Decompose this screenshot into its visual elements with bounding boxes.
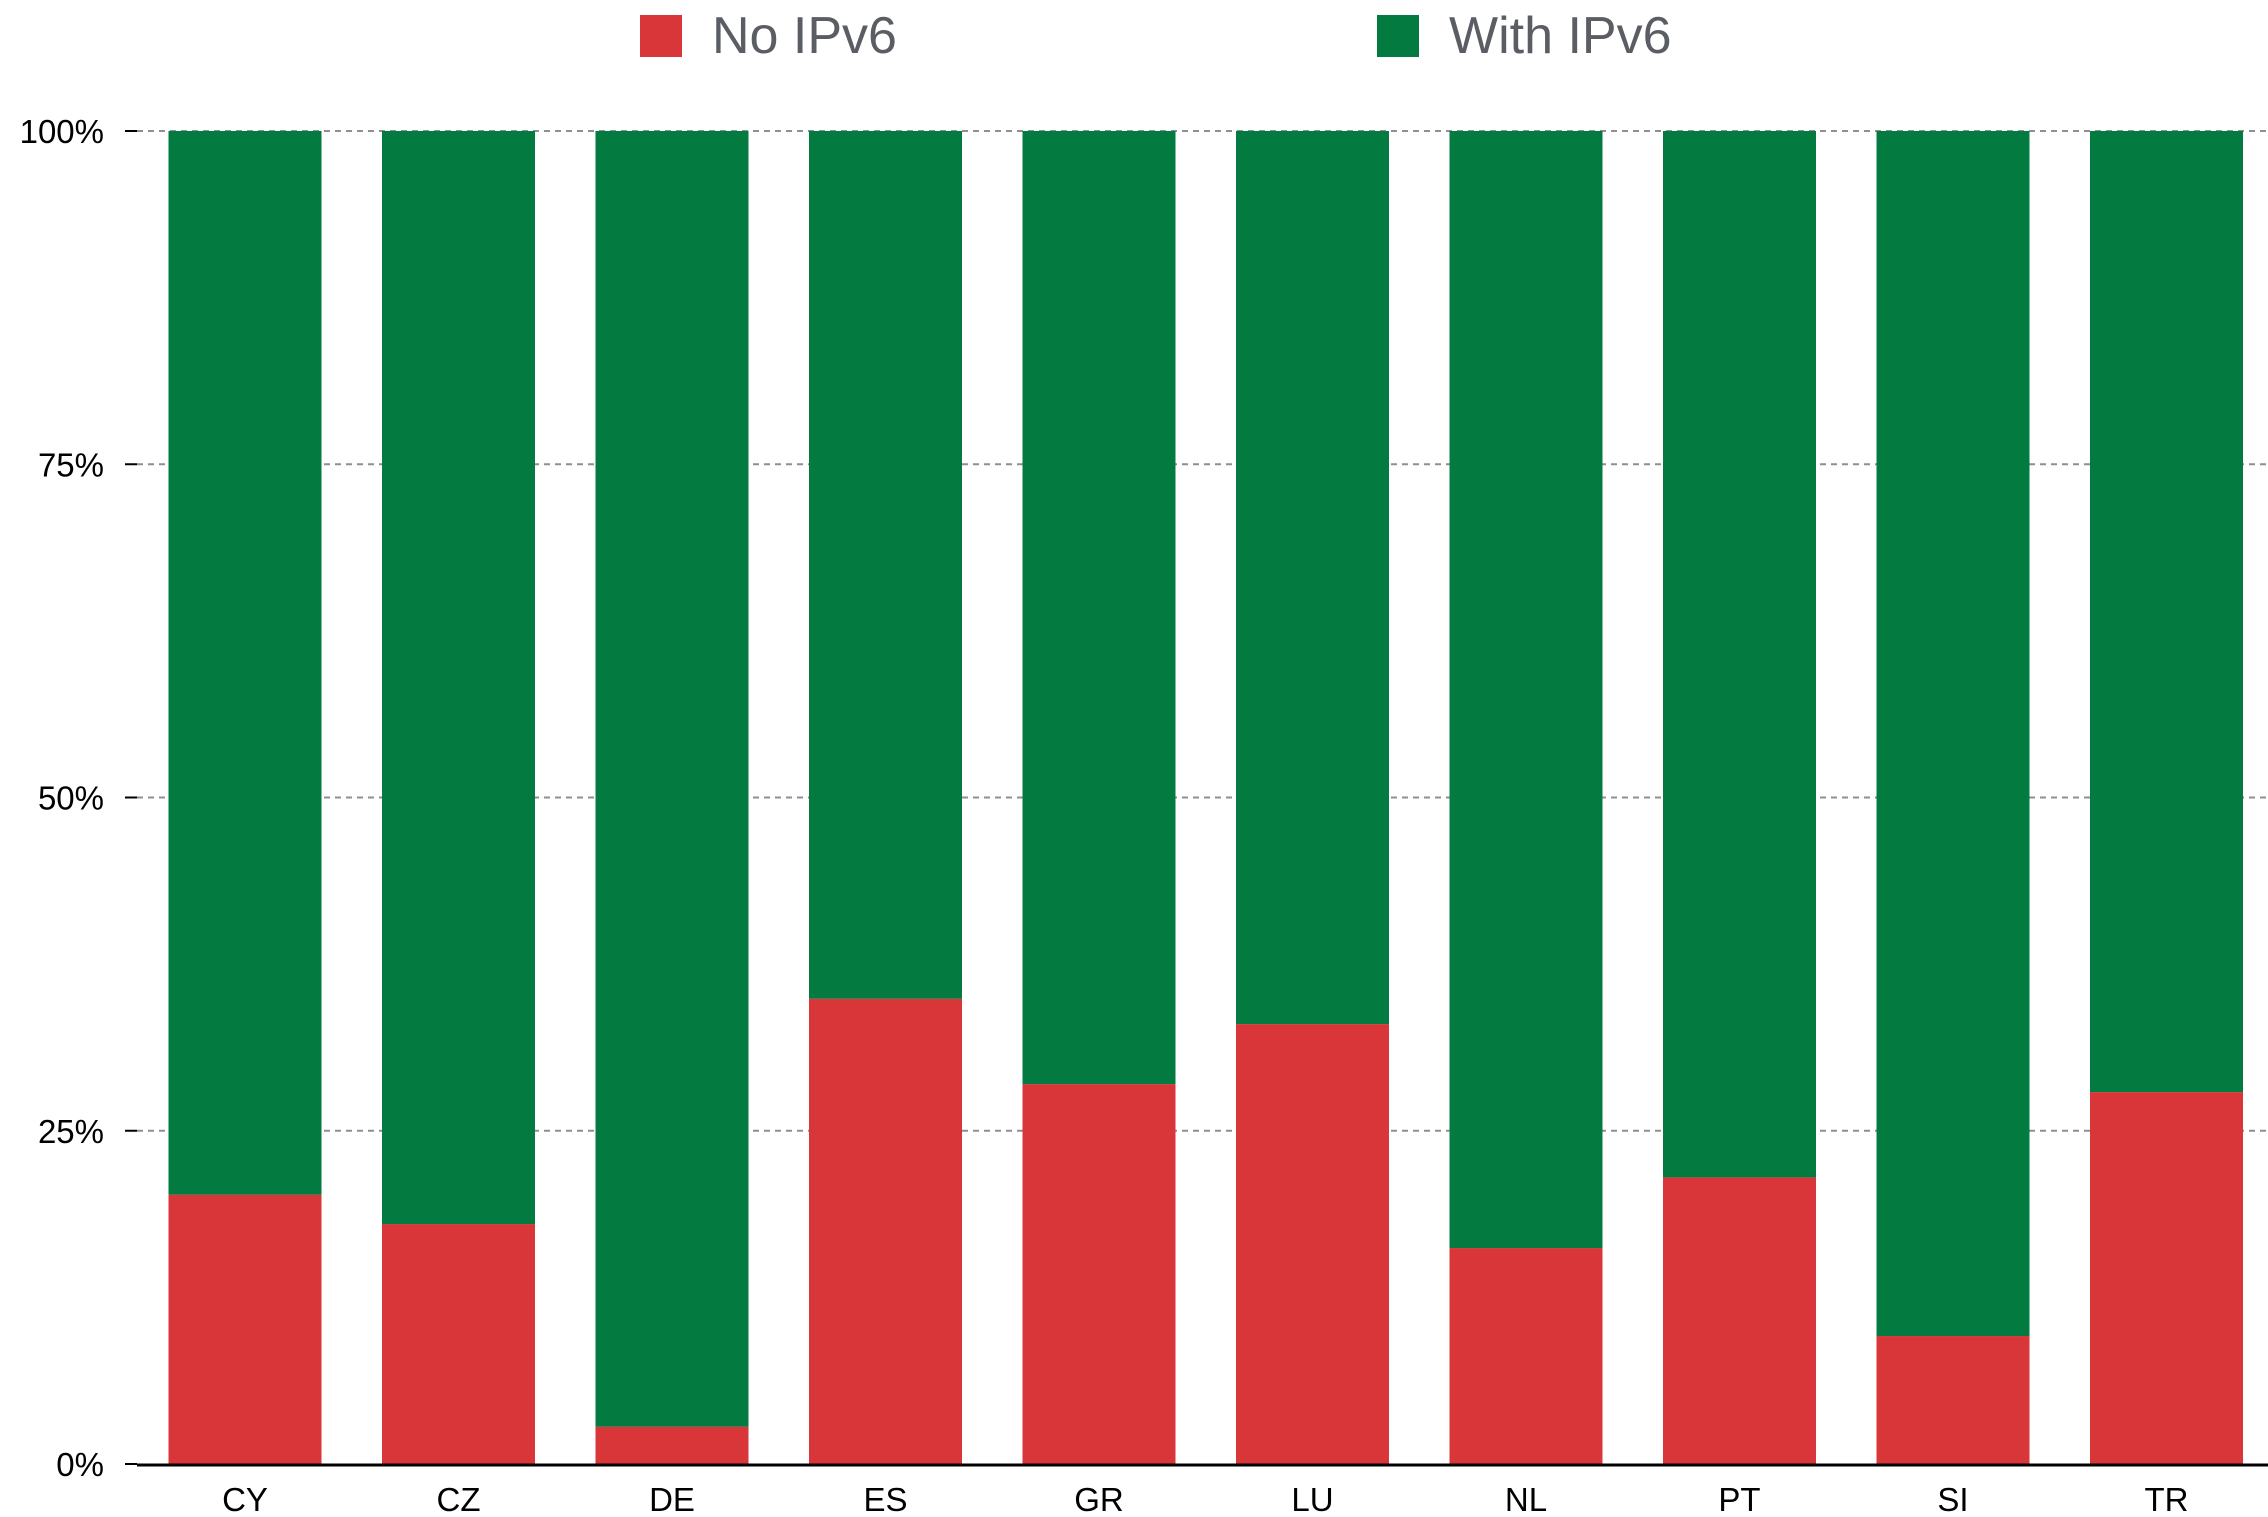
legend-swatch-no-ipv6 — [640, 15, 682, 57]
y-tick-label: 0% — [56, 1446, 104, 1483]
axes: 0% 25% 50% 75% 100% CY CZ DE ES GR LU NL PT SI TR — [20, 113, 2268, 1517]
bar-cz-with-ipv6[interactable] — [382, 131, 535, 1225]
x-tick-label-si: SI — [1937, 1481, 1968, 1517]
bar-gr-with-ipv6[interactable] — [1022, 131, 1176, 1085]
bar-lu-with-ipv6[interactable] — [1236, 131, 1389, 1025]
y-tick-label: 25% — [38, 1113, 104, 1150]
bar-lu-no-ipv6[interactable] — [1236, 1024, 1389, 1464]
x-tick-label-tr: TR — [2145, 1481, 2189, 1517]
bar-nl-with-ipv6[interactable] — [1449, 131, 1603, 1249]
y-tick-label: 50% — [38, 780, 104, 817]
x-tick-label-cy: CY — [222, 1481, 268, 1517]
bar-tr-with-ipv6[interactable] — [2090, 131, 2243, 1093]
bar-de-no-ipv6[interactable] — [595, 1426, 749, 1464]
legend-label-no-ipv6: No IPv6 — [712, 7, 897, 65]
x-tick-label-de: DE — [649, 1481, 695, 1517]
chart-legend: No IPv6 With IPv6 — [0, 0, 2268, 110]
bar-si-with-ipv6[interactable] — [1876, 131, 2030, 1337]
legend-item-with-ipv6[interactable]: With IPv6 — [1377, 7, 1672, 65]
y-tick-label: 100% — [20, 113, 104, 150]
bar-gr-no-ipv6[interactable] — [1022, 1084, 1176, 1464]
x-tick-label-nl: NL — [1505, 1481, 1547, 1517]
bar-tr-no-ipv6[interactable] — [2090, 1092, 2243, 1464]
bar-cy-no-ipv6[interactable] — [168, 1194, 322, 1464]
bar-pt-no-ipv6[interactable] — [1663, 1177, 1816, 1464]
x-tick-label-gr: GR — [1074, 1481, 1124, 1517]
legend-swatch-with-ipv6 — [1377, 15, 1419, 57]
legend-label-with-ipv6: With IPv6 — [1449, 7, 1672, 65]
bar-nl-no-ipv6[interactable] — [1449, 1248, 1603, 1464]
bar-de-with-ipv6[interactable] — [595, 131, 749, 1427]
x-tick-label-pt: PT — [1718, 1481, 1760, 1517]
x-tick-label-es: ES — [863, 1481, 907, 1517]
x-tick-label-cz: CZ — [437, 1481, 481, 1517]
bar-pt-with-ipv6[interactable] — [1663, 131, 1816, 1178]
bar-si-no-ipv6[interactable] — [1876, 1336, 2030, 1464]
legend-item-no-ipv6[interactable]: No IPv6 — [640, 7, 897, 65]
bar-es-with-ipv6[interactable] — [809, 131, 962, 999]
bars — [168, 131, 2243, 1464]
bar-cy-with-ipv6[interactable] — [168, 131, 322, 1195]
bar-cz-no-ipv6[interactable] — [382, 1224, 535, 1464]
x-tick-label-lu: LU — [1291, 1481, 1333, 1517]
bar-es-no-ipv6[interactable] — [809, 998, 962, 1464]
y-tick-label: 75% — [38, 446, 104, 483]
